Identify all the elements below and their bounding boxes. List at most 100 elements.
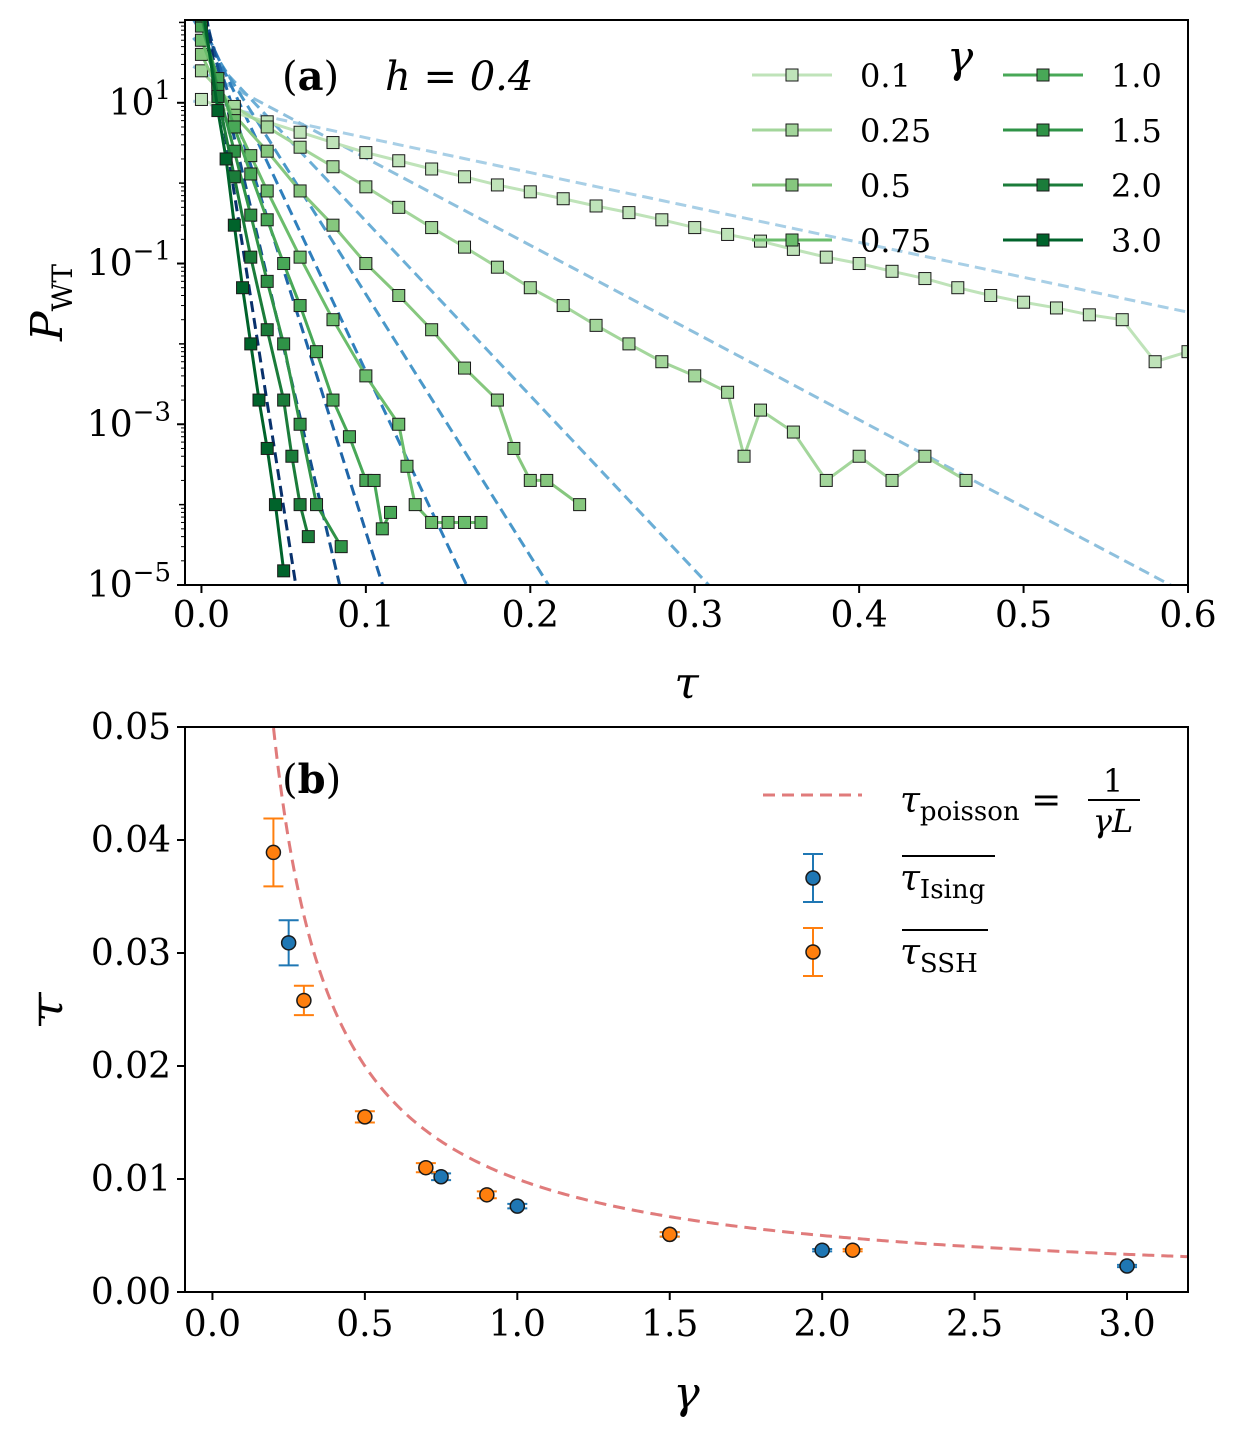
marker-gamma-2.0 [277,393,291,407]
marker-gamma-0.1 [852,257,866,271]
legend-frac-num: 1 [1103,762,1123,800]
marker-gamma-1.0 [260,213,274,227]
marker-gamma-0.1 [556,192,570,206]
marker-gamma-1.0 [326,393,340,407]
legend-label-gamma-0.25: 0.25 [860,112,931,150]
fit-line-gamma-0.1 [192,99,1188,314]
marker-gamma-0.25 [786,425,800,439]
marker-gamma-0.75 [408,498,422,512]
x-axis-label-b: γ [673,1368,700,1419]
point-Ising [1119,1258,1135,1274]
marker-gamma-1.0 [244,167,258,181]
x-tick-label-a: 0.6 [1159,595,1216,636]
legend-marker-gamma-0.5 [785,178,799,192]
marker-gamma-0.1 [359,146,373,160]
panel-a-plot [191,2,1188,585]
point-SSH [418,1159,434,1176]
marker-gamma-1.0 [310,345,324,359]
x-tick-label-a: 0.1 [337,595,394,636]
marker-gamma-0.75 [260,184,274,198]
x-tick-label-a: 0.3 [666,595,723,636]
marker-gamma-0.5 [293,184,307,198]
marker-gamma-0.25 [194,64,208,78]
panel-b-label: (b) [282,756,341,803]
marker-gamma-1.5 [277,337,291,351]
marker-gamma-0.25 [918,449,932,463]
marker-gamma-3.0 [244,337,258,351]
legend-marker-gamma-0.75 [785,233,799,247]
marker-gamma-0.25 [326,160,340,174]
marker-gamma-0.5 [359,257,373,271]
y-tick-label-b: 0.03 [91,933,171,974]
marker-gamma-0.1 [293,125,307,139]
x-tick-label-b: 0.5 [336,1304,393,1345]
y-tick-label-b: 0.01 [91,1159,171,1200]
marker-gamma-0.1 [819,250,833,264]
fit-line-gamma-0.25 [192,65,1174,585]
legend-label-gamma-1.0: 1.0 [1111,57,1162,95]
marker-gamma-1.5 [293,417,307,431]
legend-label-gamma-0.75: 0.75 [860,222,931,260]
x-tick-label-a: 0.5 [995,595,1052,636]
point-Ising [509,1198,526,1214]
legend-marker-gamma-1.5 [1036,123,1050,137]
y-tick-label-b: 0.05 [91,707,171,748]
marker-gamma-0.1 [1082,308,1096,322]
marker-gamma-0.1 [458,170,472,184]
marker-gamma-0.1 [194,92,208,106]
marker-gamma-0.25 [260,120,274,134]
legend-label-poisson: τpoisson = [900,780,1061,827]
marker-gamma-0.1 [425,162,439,176]
legend-marker-gamma-1.0 [1036,68,1050,82]
marker-gamma-0.1 [622,206,636,220]
marker-gamma-0.25 [293,140,307,154]
marker-gamma-0.75 [474,515,488,529]
marker-gamma-0.75 [326,313,340,327]
legend-title-a: γ [947,32,974,83]
marker-gamma-2.0 [244,250,258,264]
marker-gamma-0.25 [737,449,751,463]
marker-gamma-0.1 [1148,355,1162,369]
marker-gamma-0.25 [959,473,973,487]
marker-gamma-2.0 [285,449,299,463]
point-Ising [433,1168,449,1185]
marker-gamma-0.1 [326,136,340,150]
marker-gamma-0.1 [918,272,932,286]
marker-gamma-0.25 [819,473,833,487]
point-SSH [357,1109,373,1125]
y-tick-label-a: 10−5 [87,558,171,606]
x-axis-label-a: τ [674,658,699,709]
marker-gamma-1.5 [260,274,274,288]
y-axis-label-a: PWT [22,264,79,342]
marker-gamma-0.25 [589,318,603,332]
marker-gamma-0.75 [400,459,414,473]
x-tick-label-a: 0.2 [502,595,559,636]
marker-gamma-0.25 [885,473,899,487]
marker-gamma-0.5 [458,361,472,375]
legend-label-gamma-0.5: 0.5 [860,167,911,205]
y-tick-label-a: 10−1 [87,237,171,285]
point-Ising [814,1242,830,1258]
marker-gamma-0.1 [523,185,537,199]
fit-line-gamma-3.0 [205,20,298,585]
legend-marker-gamma-3.0 [1036,233,1050,247]
poisson-curve [271,727,1188,1259]
marker-gamma-0.5 [540,473,554,487]
marker-gamma-0.25 [655,355,669,369]
point-SSH [296,992,312,1009]
marker-gamma-0.25 [688,369,702,383]
point-SSH [479,1187,495,1203]
point-SSH [844,1242,861,1258]
x-tick-label-a: 0.4 [831,595,888,636]
marker-gamma-0.1 [721,227,735,241]
marker-gamma-0.1 [392,154,406,168]
marker-gamma-0.1 [1049,301,1063,315]
marker-gamma-2.0 [195,2,207,14]
point-Ising [280,935,297,951]
legend-label-gamma-0.1: 0.1 [860,57,911,95]
marker-gamma-1.5 [334,540,348,554]
marker-gamma-3.0 [211,104,225,118]
legend-marker-gamma-2.0 [1036,178,1050,192]
